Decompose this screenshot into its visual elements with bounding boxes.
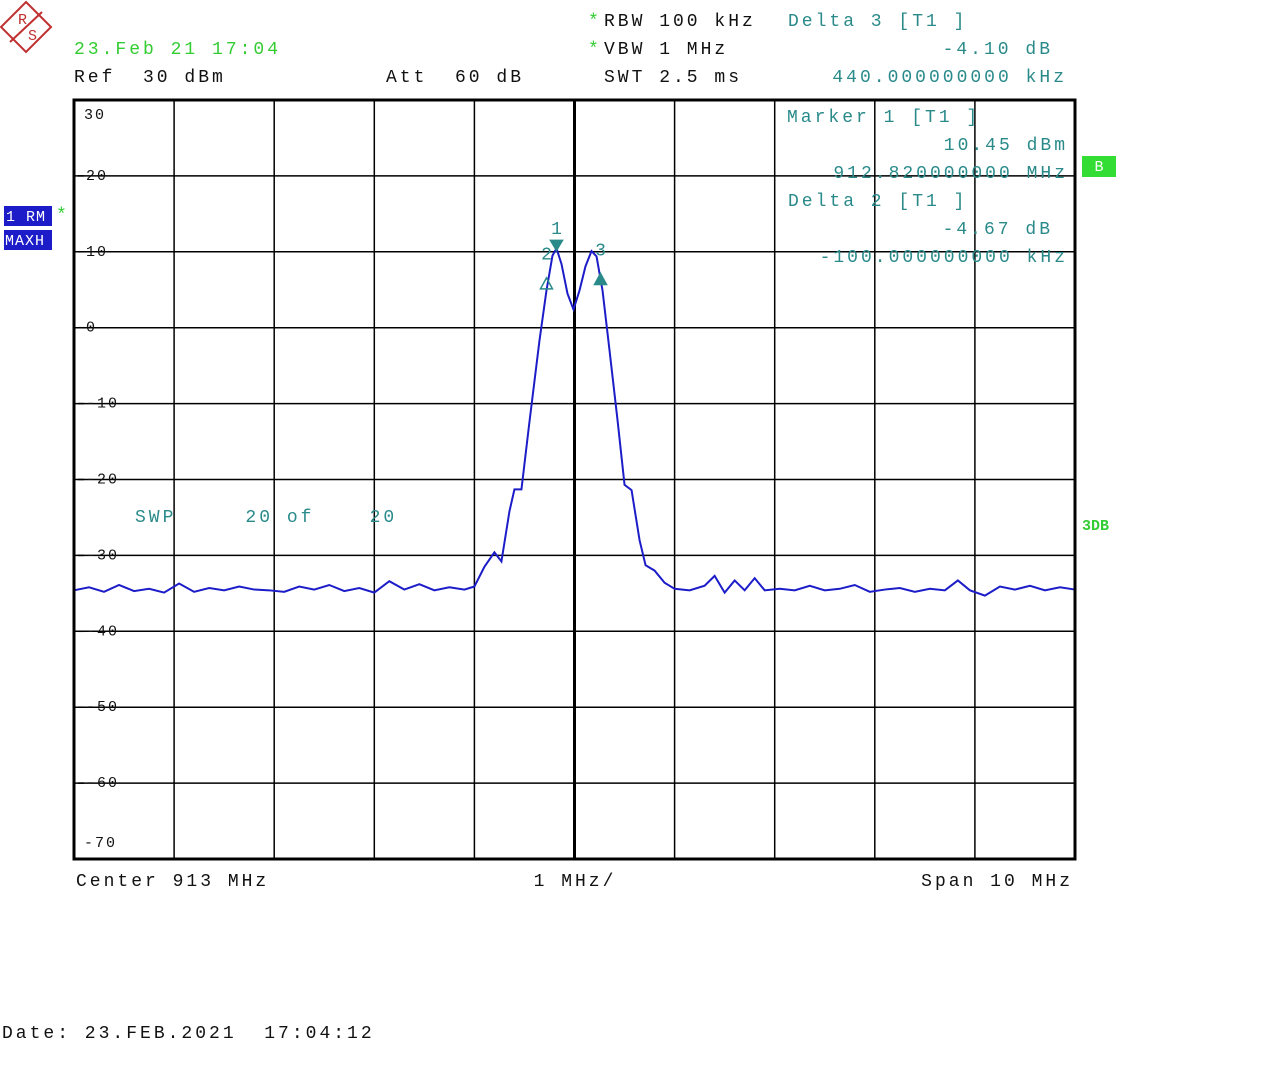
delta-freq: -100.000000000 kHz [820,248,1068,268]
center-freq: Center 913 MHz [76,872,269,892]
marker [539,276,554,290]
y-tick-label: -70 [84,835,117,852]
marker-freq: 912.820000000 MHz [833,164,1068,184]
y-tick-label: 10 [86,244,108,261]
y-tick-label: -50 [86,699,119,716]
div-label: 1 MHz/ [534,872,617,892]
db-label: 3DB [1082,518,1109,535]
delta-level: -4.67 dB [943,220,1053,240]
logo-slash [9,11,43,43]
trace [73,245,1076,597]
y-tick-label: -30 [86,547,119,564]
b-badge [1082,156,1116,177]
y-tick-label: -10 [86,396,119,413]
y-tick-label: 30 [84,107,106,124]
sweep-time: SWT 2.5 ms [604,68,742,88]
y-tick-label: 20 [86,168,108,185]
marker-label: 3 [595,241,606,261]
delta-freq: 440.000000000 kHz [832,68,1067,88]
flag: * [588,40,602,60]
plot: 30 20 10 0 -10 -20 -30 -40 -50 -60 -70 1 2 3 [73,99,1076,860]
marker [549,239,564,252]
ref-level: Ref 30 dBm [74,68,226,88]
logo-letter: R [18,12,28,29]
rbw: RBW 100 kHz [604,12,756,32]
flag: * [588,12,602,32]
delta-level: -4.10 dB [943,40,1053,60]
delta-title: Delta 3 [T1 ] [788,12,967,32]
logo: R S [0,0,53,54]
sweep-count: SWP 20 of 20 [135,508,397,528]
marker-level: 10.45 dBm [944,136,1068,156]
marker-label: 2 [541,246,552,266]
y-tick-label: 0 [86,320,97,337]
trace-badge [4,206,52,226]
vbw: VBW 1 MHz [604,40,728,60]
date: Date: 23.FEB.2021 17:04:12 [2,1024,375,1044]
delta-title: Delta 2 [T1 ] [788,192,967,212]
marker [593,271,608,286]
span: Span 10 MHz [921,872,1073,892]
detector-badge [4,230,52,250]
y-tick-label: -60 [86,775,119,792]
trace-label: 1 RM [6,209,46,226]
plot-frame [72,98,1077,861]
y-tick-label: -40 [86,623,119,640]
timestamp: 23.Feb 21 17:04 [74,40,281,60]
y-tick-label: -20 [86,471,119,488]
marker-label: 1 [551,220,562,240]
flag: * [56,206,70,226]
detector-label: MAXH [5,233,45,250]
b-label: B [1094,159,1103,176]
marker-title: Marker 1 [T1 ] [787,108,980,128]
logo-letter: S [28,28,38,45]
attenuation: Att 60 dB [386,68,524,88]
